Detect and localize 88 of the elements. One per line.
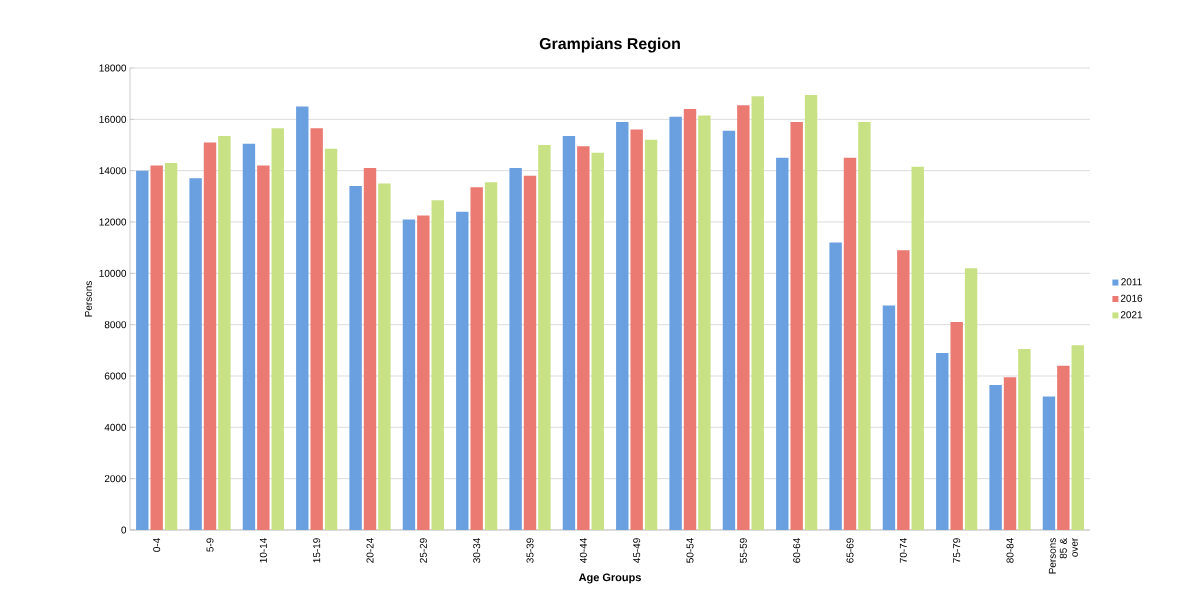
bar [829, 242, 842, 530]
bar [950, 322, 963, 530]
y-tick-label: 6000 [104, 372, 127, 380]
legend-label: 2016 [1120, 294, 1143, 302]
bar [1018, 349, 1031, 530]
bar [271, 128, 284, 530]
bar [882, 305, 896, 530]
bar [324, 148, 338, 530]
bar [776, 157, 789, 530]
bar [1057, 365, 1070, 530]
y-axis-title: Persons [84, 281, 92, 317]
bar [189, 178, 202, 530]
y-tick-label: 12000 [99, 218, 127, 226]
bar [1071, 345, 1084, 530]
x-tick-label: Persons 85 & over [1048, 537, 1078, 574]
bar [790, 121, 803, 530]
bar [484, 182, 498, 530]
bar [964, 268, 978, 530]
bar [150, 165, 163, 530]
bar [737, 105, 750, 530]
bar [911, 166, 924, 530]
y-tick-label: 4000 [104, 423, 127, 431]
x-tick-label: 65-69 [846, 538, 854, 563]
x-tick-label: 10-14 [259, 538, 267, 563]
x-tick-label: 30-34 [473, 538, 481, 563]
legend-label: 2011 [1121, 278, 1142, 286]
x-tick-label: 40-44 [579, 538, 587, 563]
y-tick-label: 14000 [99, 167, 127, 175]
x-tick-label: 5-9 [206, 538, 214, 552]
bar [630, 129, 643, 530]
legend-label: 2021 [1120, 311, 1143, 319]
bar [242, 143, 256, 530]
bar [616, 121, 629, 530]
bar [843, 157, 857, 530]
y-tick-label: 18000 [99, 64, 127, 72]
bar [669, 116, 682, 530]
bar [349, 186, 362, 530]
x-axis-title: Age Groups [578, 573, 641, 584]
bar [509, 168, 522, 530]
bar [310, 128, 323, 530]
x-tick-label: 20-24 [366, 538, 374, 563]
x-tick-label: 80-84 [1006, 538, 1014, 563]
x-tick-label: 35-39 [526, 538, 534, 563]
bar [577, 146, 590, 530]
chart-title: Grampians Region [539, 37, 680, 53]
bar [644, 139, 658, 530]
bar [257, 165, 270, 530]
bar [218, 136, 231, 530]
bar [683, 109, 697, 530]
bar [936, 352, 949, 530]
y-tick-label: 16000 [99, 115, 127, 123]
bar [989, 384, 1002, 530]
y-tick-label: 2000 [104, 475, 127, 483]
bar [1003, 377, 1017, 530]
bar [804, 94, 818, 530]
bar [402, 219, 416, 530]
bar [363, 168, 377, 530]
bar [431, 200, 444, 530]
bar [751, 96, 764, 530]
x-tick-label: 50-54 [686, 538, 694, 563]
bar [378, 183, 391, 530]
y-tick-label: 10000 [99, 269, 127, 277]
x-tick-label: 70-74 [899, 538, 907, 563]
bar [722, 130, 736, 530]
bar [1042, 396, 1056, 530]
x-tick-label: 75-79 [953, 538, 961, 563]
x-tick-label: 55-59 [739, 538, 747, 563]
bar [897, 250, 910, 530]
bar [538, 144, 551, 530]
x-tick-label: 60-64 [793, 538, 801, 563]
bar [858, 121, 871, 530]
x-tick-label: 25-29 [419, 538, 427, 563]
bar [456, 211, 469, 530]
bar [591, 152, 604, 530]
x-tick-label: 0-4 [153, 538, 161, 552]
bar [562, 136, 576, 530]
y-tick-label: 0 [121, 526, 127, 534]
bar [698, 115, 711, 530]
bar [136, 170, 149, 530]
x-tick-label: 45-49 [633, 538, 641, 563]
x-tick-label: 15-19 [313, 538, 321, 563]
bar [296, 106, 309, 530]
bar [164, 162, 178, 530]
bar [203, 142, 217, 530]
bar [523, 175, 537, 530]
y-tick-label: 8000 [104, 321, 127, 329]
bar [470, 187, 483, 530]
bar [417, 215, 430, 530]
